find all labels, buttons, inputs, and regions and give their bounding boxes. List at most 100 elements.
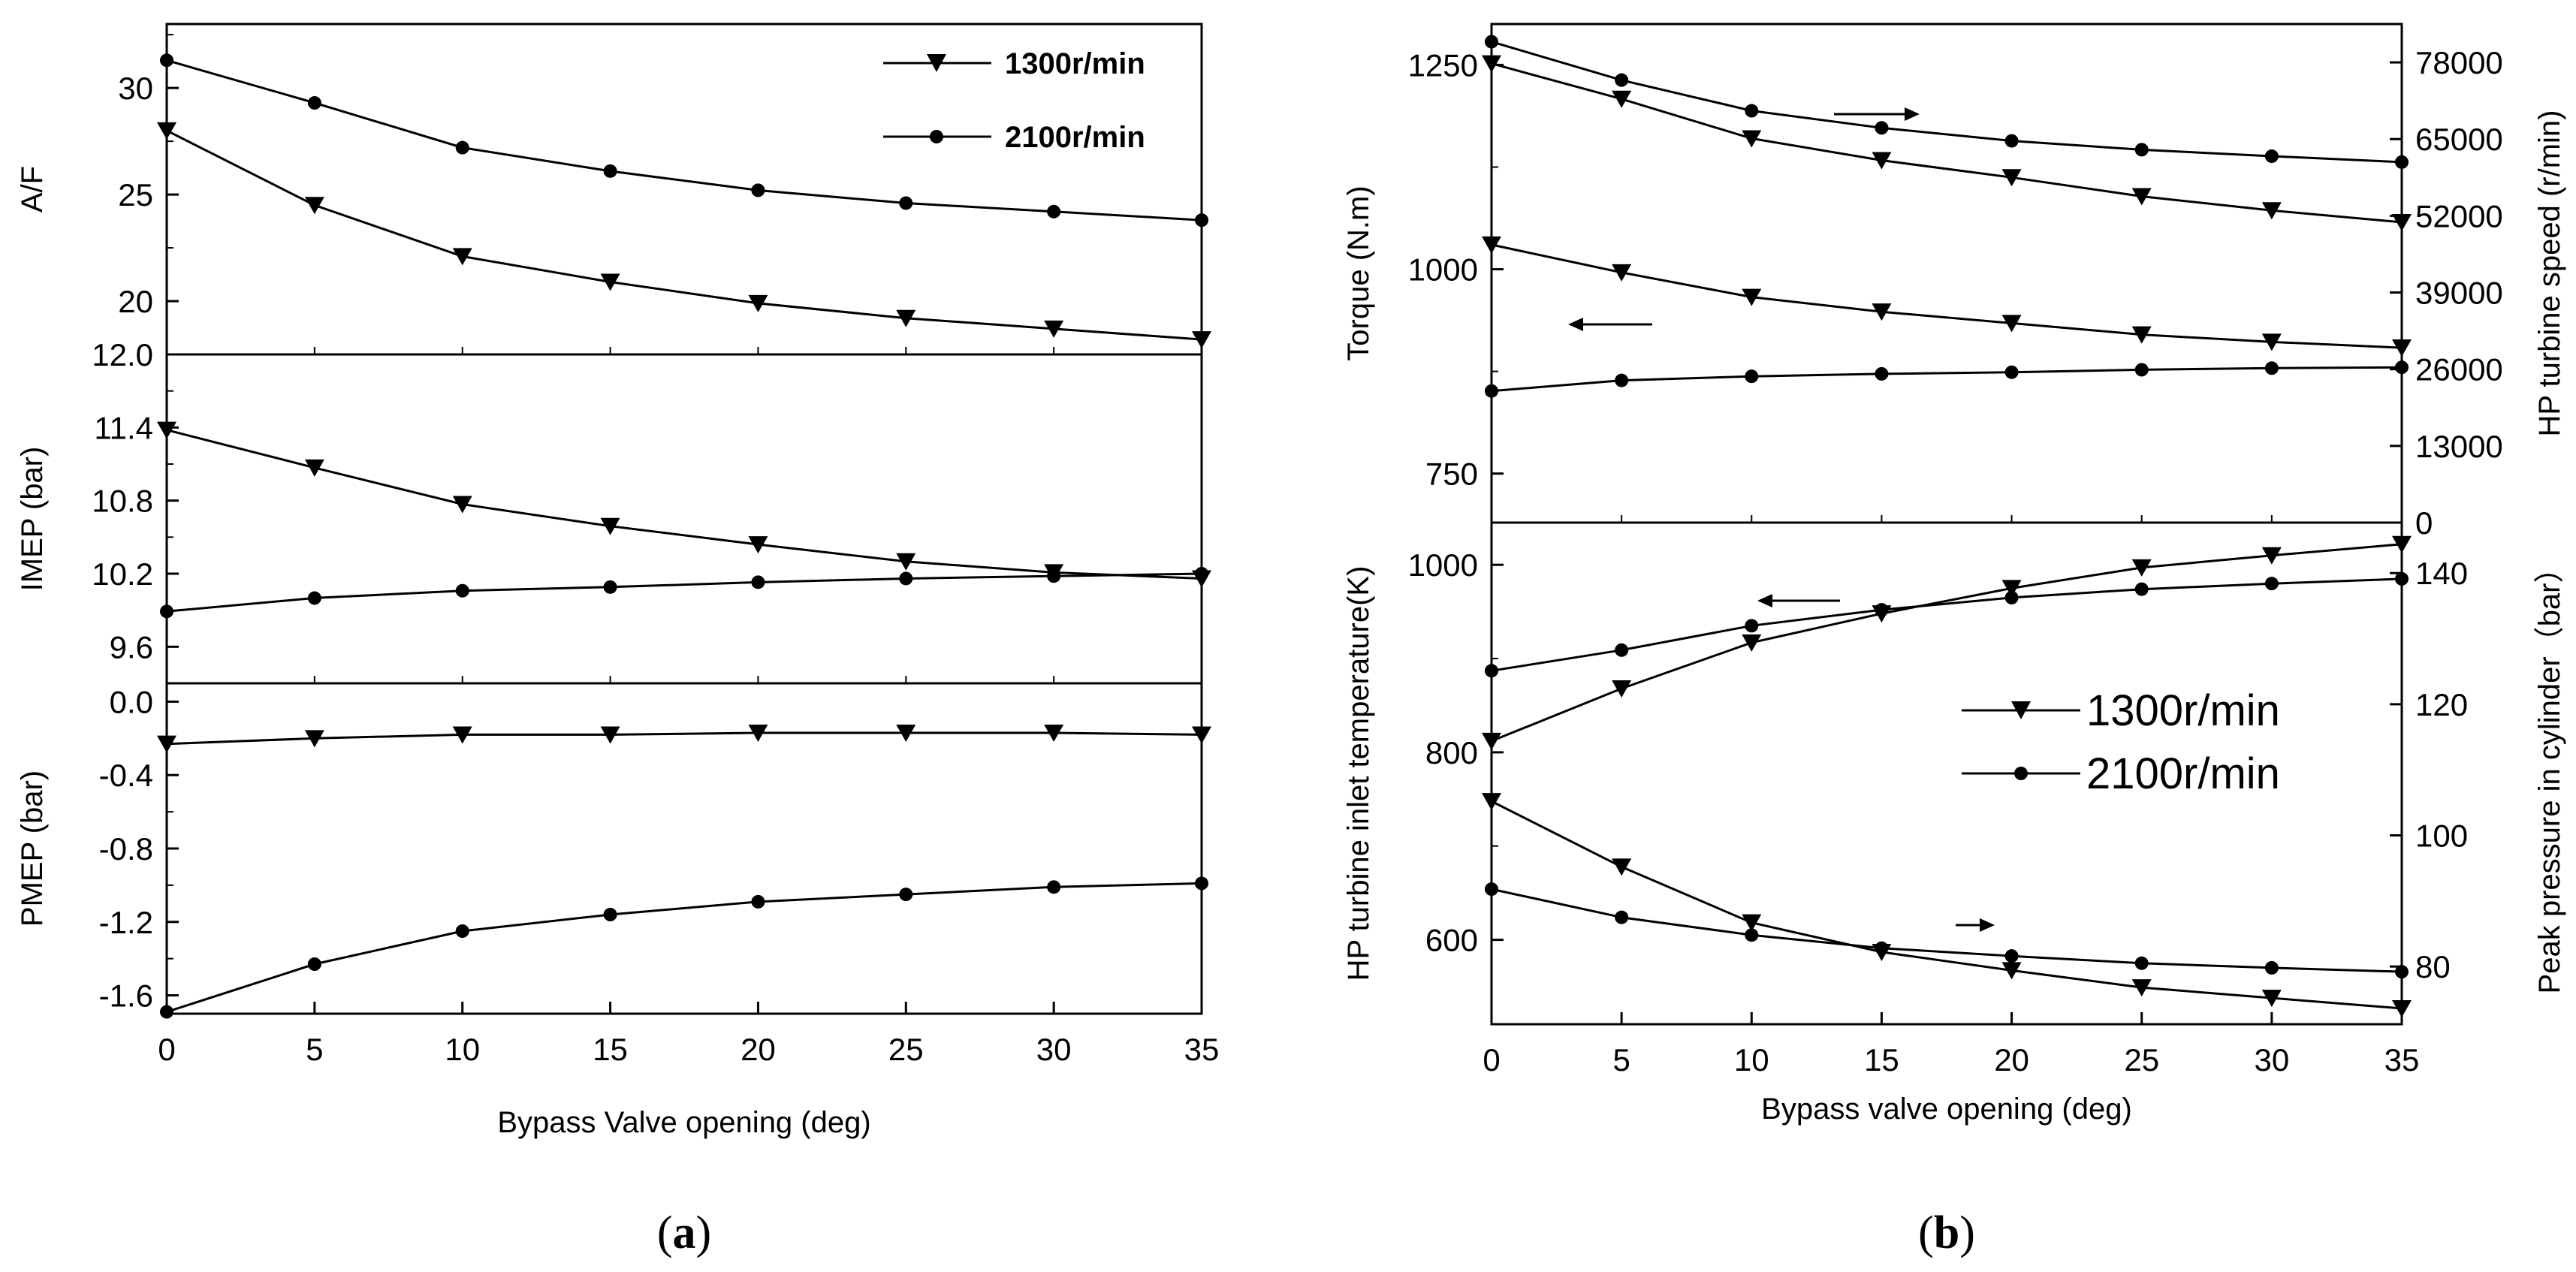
y-right-tick-label: 26000 [2415, 352, 2503, 387]
data-point-triangle [1742, 288, 1762, 306]
data-point-triangle [1612, 264, 1632, 282]
series-line-2100r-min-peak-pressure [1491, 888, 2403, 973]
data-point-circle [1615, 910, 1629, 924]
data-point-circle [2004, 134, 2019, 148]
b-top-ylabel: Torque (N.m) [1342, 185, 1375, 360]
data-point-circle [1745, 104, 1759, 118]
data-point-triangle [2392, 1000, 2412, 1018]
y-tick-label: 11.4 [94, 410, 153, 445]
arrow-left-icon [1757, 594, 1840, 607]
data-point-triangle [1612, 680, 1632, 698]
data-point-triangle [304, 730, 324, 748]
y-right-tick-label: 78000 [2415, 45, 2503, 80]
a-bot-ylabel: PMEP (bar) [16, 770, 49, 927]
data-point-circle [2134, 956, 2149, 970]
data-point-circle [1615, 373, 1629, 387]
x-tick-label: 35 [2384, 1042, 2420, 1078]
data-point-circle [1195, 876, 1208, 891]
series-line-2100r-min-speed [1491, 41, 2403, 164]
data-point-circle [160, 53, 173, 68]
data-point-circle [1875, 366, 1889, 381]
data-point-triangle [748, 294, 768, 312]
data-point-triangle [2261, 202, 2282, 220]
data-point-triangle [2001, 169, 2022, 187]
legend-b-circle-icon [2014, 767, 2028, 780]
data-point-circle [307, 957, 321, 971]
y-right-tick-label: 120 [2415, 687, 2468, 722]
legend-b-label-1300: 1300r/min [2086, 686, 2280, 735]
x-tick-label: 15 [1864, 1042, 1899, 1078]
data-point-triangle [452, 248, 472, 266]
data-point-triangle [1742, 634, 1762, 652]
ticks-layer: 20 25 30 12.0 11.4 10.8 10.2 9.6 0.0 -0.4 -0.8 -1.2… [92, 34, 2503, 1078]
data-point-triangle [896, 553, 916, 571]
legend-a: 1300r/min 2100r/min [883, 47, 1145, 154]
data-point-triangle [2131, 559, 2152, 577]
data-point-triangle [600, 273, 620, 291]
y-tick-label: -1.2 [99, 905, 153, 940]
x-tick-label: 10 [445, 1032, 480, 1067]
panel-b-frames [1490, 23, 2403, 1026]
y-right-tick-label: 140 [2415, 556, 2468, 591]
data-point-circle [2134, 363, 2149, 377]
y-tick-label: 1000 [1408, 252, 1478, 288]
legend-b: 1300r/min 2100r/min [1962, 686, 2280, 798]
x-tick-label: 5 [306, 1032, 323, 1067]
data-point-triangle [452, 496, 472, 514]
data-point-circle [307, 96, 321, 110]
data-point-circle [1047, 880, 1061, 894]
data-point-triangle [157, 122, 176, 140]
series-line-2100r-min-temperature [1491, 577, 2403, 672]
data-point-triangle [2392, 214, 2412, 232]
x-tick-label: 0 [1483, 1042, 1500, 1078]
x-tick-label: 25 [2124, 1042, 2159, 1078]
data-point-circle [751, 894, 765, 909]
data-point-triangle [1742, 914, 1762, 932]
data-point-circle [899, 888, 913, 902]
data-point-triangle [1482, 55, 1501, 73]
data-point-triangle [2001, 315, 2022, 333]
data-point-circle [455, 140, 469, 155]
legend-a-triangle-down-icon [927, 54, 946, 72]
data-point-circle [1615, 73, 1629, 87]
data-point-circle [1195, 567, 1208, 580]
data-point-triangle [1612, 90, 1632, 108]
a-mid-ylabel: IMEP (bar) [16, 447, 49, 592]
y-tick-label: -0.4 [99, 758, 153, 793]
annotation-arrows [1568, 107, 1995, 932]
panel-b-bot-frame [1490, 521, 2403, 1026]
data-point-circle [455, 924, 469, 938]
y-tick-label: 10.2 [92, 556, 153, 592]
y-tick-label: -1.6 [99, 978, 153, 1014]
curves-layer [166, 41, 2403, 1014]
data-point-circle [1745, 619, 1759, 633]
data-point-circle [2004, 949, 2019, 963]
x-tick-label: 35 [1184, 1032, 1220, 1067]
data-point-triangle [2131, 188, 2152, 206]
legend-a-label-1300: 1300r/min [1005, 47, 1145, 80]
data-point-circle [1485, 35, 1498, 49]
x-tick-label: 20 [1994, 1042, 2029, 1078]
y-right-tick-label: 65000 [2415, 122, 2503, 157]
data-point-circle [2264, 577, 2279, 591]
data-point-circle [1615, 643, 1629, 657]
x-tick-label: 15 [593, 1032, 628, 1067]
data-point-triangle [600, 726, 620, 744]
data-point-circle [307, 591, 321, 605]
y-right-tick-label: 52000 [2415, 198, 2503, 234]
data-point-circle [899, 196, 913, 210]
data-point-triangle [2392, 535, 2412, 553]
data-point-circle [2395, 571, 2409, 586]
data-point-circle [751, 575, 765, 589]
data-point-triangle [2261, 990, 2282, 1008]
data-point-circle [1195, 213, 1208, 228]
data-point-circle [603, 908, 617, 921]
legend-a-label-2100: 2100r/min [1005, 121, 1145, 154]
a-top-ylabel: A/F [16, 166, 49, 213]
data-point-circle [2004, 590, 2019, 604]
data-point-triangle [304, 459, 324, 477]
y-tick-label: 12.0 [92, 337, 153, 372]
data-point-circle [2395, 360, 2409, 375]
arrow-right-icon [1956, 918, 1995, 932]
